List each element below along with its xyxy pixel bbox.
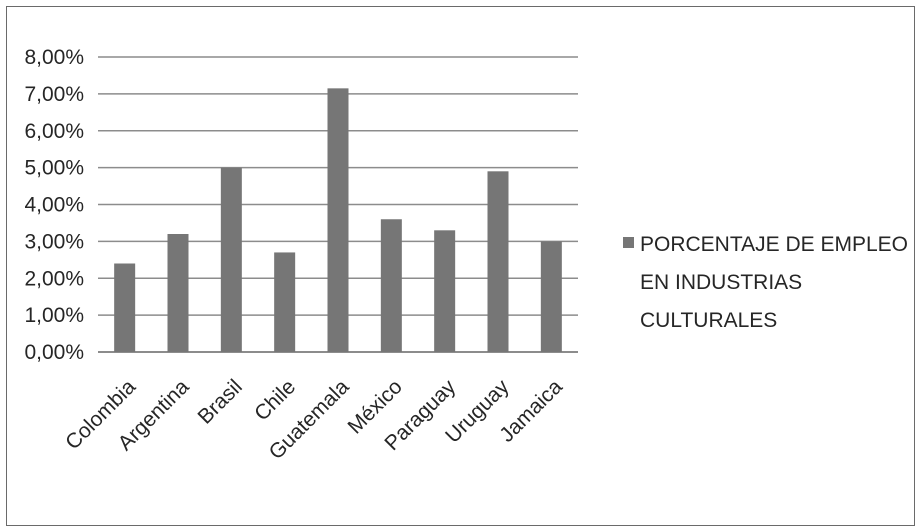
- bars: [114, 88, 562, 352]
- bar-colombia: [114, 263, 136, 352]
- legend-label-line: CULTURALES: [640, 309, 777, 332]
- y-tick-label: 4,00%: [24, 194, 84, 217]
- legend: PORCENTAJE DE EMPLEO EN INDUSTRIAS CULTURA…: [623, 233, 908, 332]
- y-tick-label: 3,00%: [24, 230, 84, 253]
- bar-paraguay: [434, 230, 456, 352]
- y-tick-label: 0,00%: [24, 341, 84, 364]
- bar-argentina: [167, 234, 189, 352]
- chart-frame: [6, 6, 915, 526]
- y-tick-label: 2,00%: [24, 267, 84, 290]
- y-axis-tick-labels: 0,00% 1,00% 2,00% 3,00% 4,00% 5,00% 6,00% 7,00%…: [24, 46, 84, 364]
- bar-brasil: [220, 167, 242, 352]
- y-tick-label: 5,00%: [24, 157, 84, 180]
- bar-m-xico: [380, 219, 402, 352]
- x-category-label: Chile: [250, 375, 300, 425]
- y-tick-label: 7,00%: [24, 83, 84, 106]
- legend-label-line: PORCENTAJE DE EMPLEO: [640, 233, 908, 256]
- y-tick-label: 8,00%: [24, 46, 84, 69]
- legend-label-line: EN INDUSTRIAS: [640, 271, 802, 294]
- bar-chile: [274, 252, 296, 352]
- legend-swatch: [623, 237, 634, 248]
- x-category-label: Brasil: [193, 375, 246, 428]
- bar-guatemala: [327, 88, 349, 352]
- y-tick-label: 1,00%: [24, 304, 84, 327]
- bar-uruguay: [487, 171, 509, 352]
- bar-jamaica: [540, 241, 562, 352]
- y-tick-label: 6,00%: [24, 120, 84, 143]
